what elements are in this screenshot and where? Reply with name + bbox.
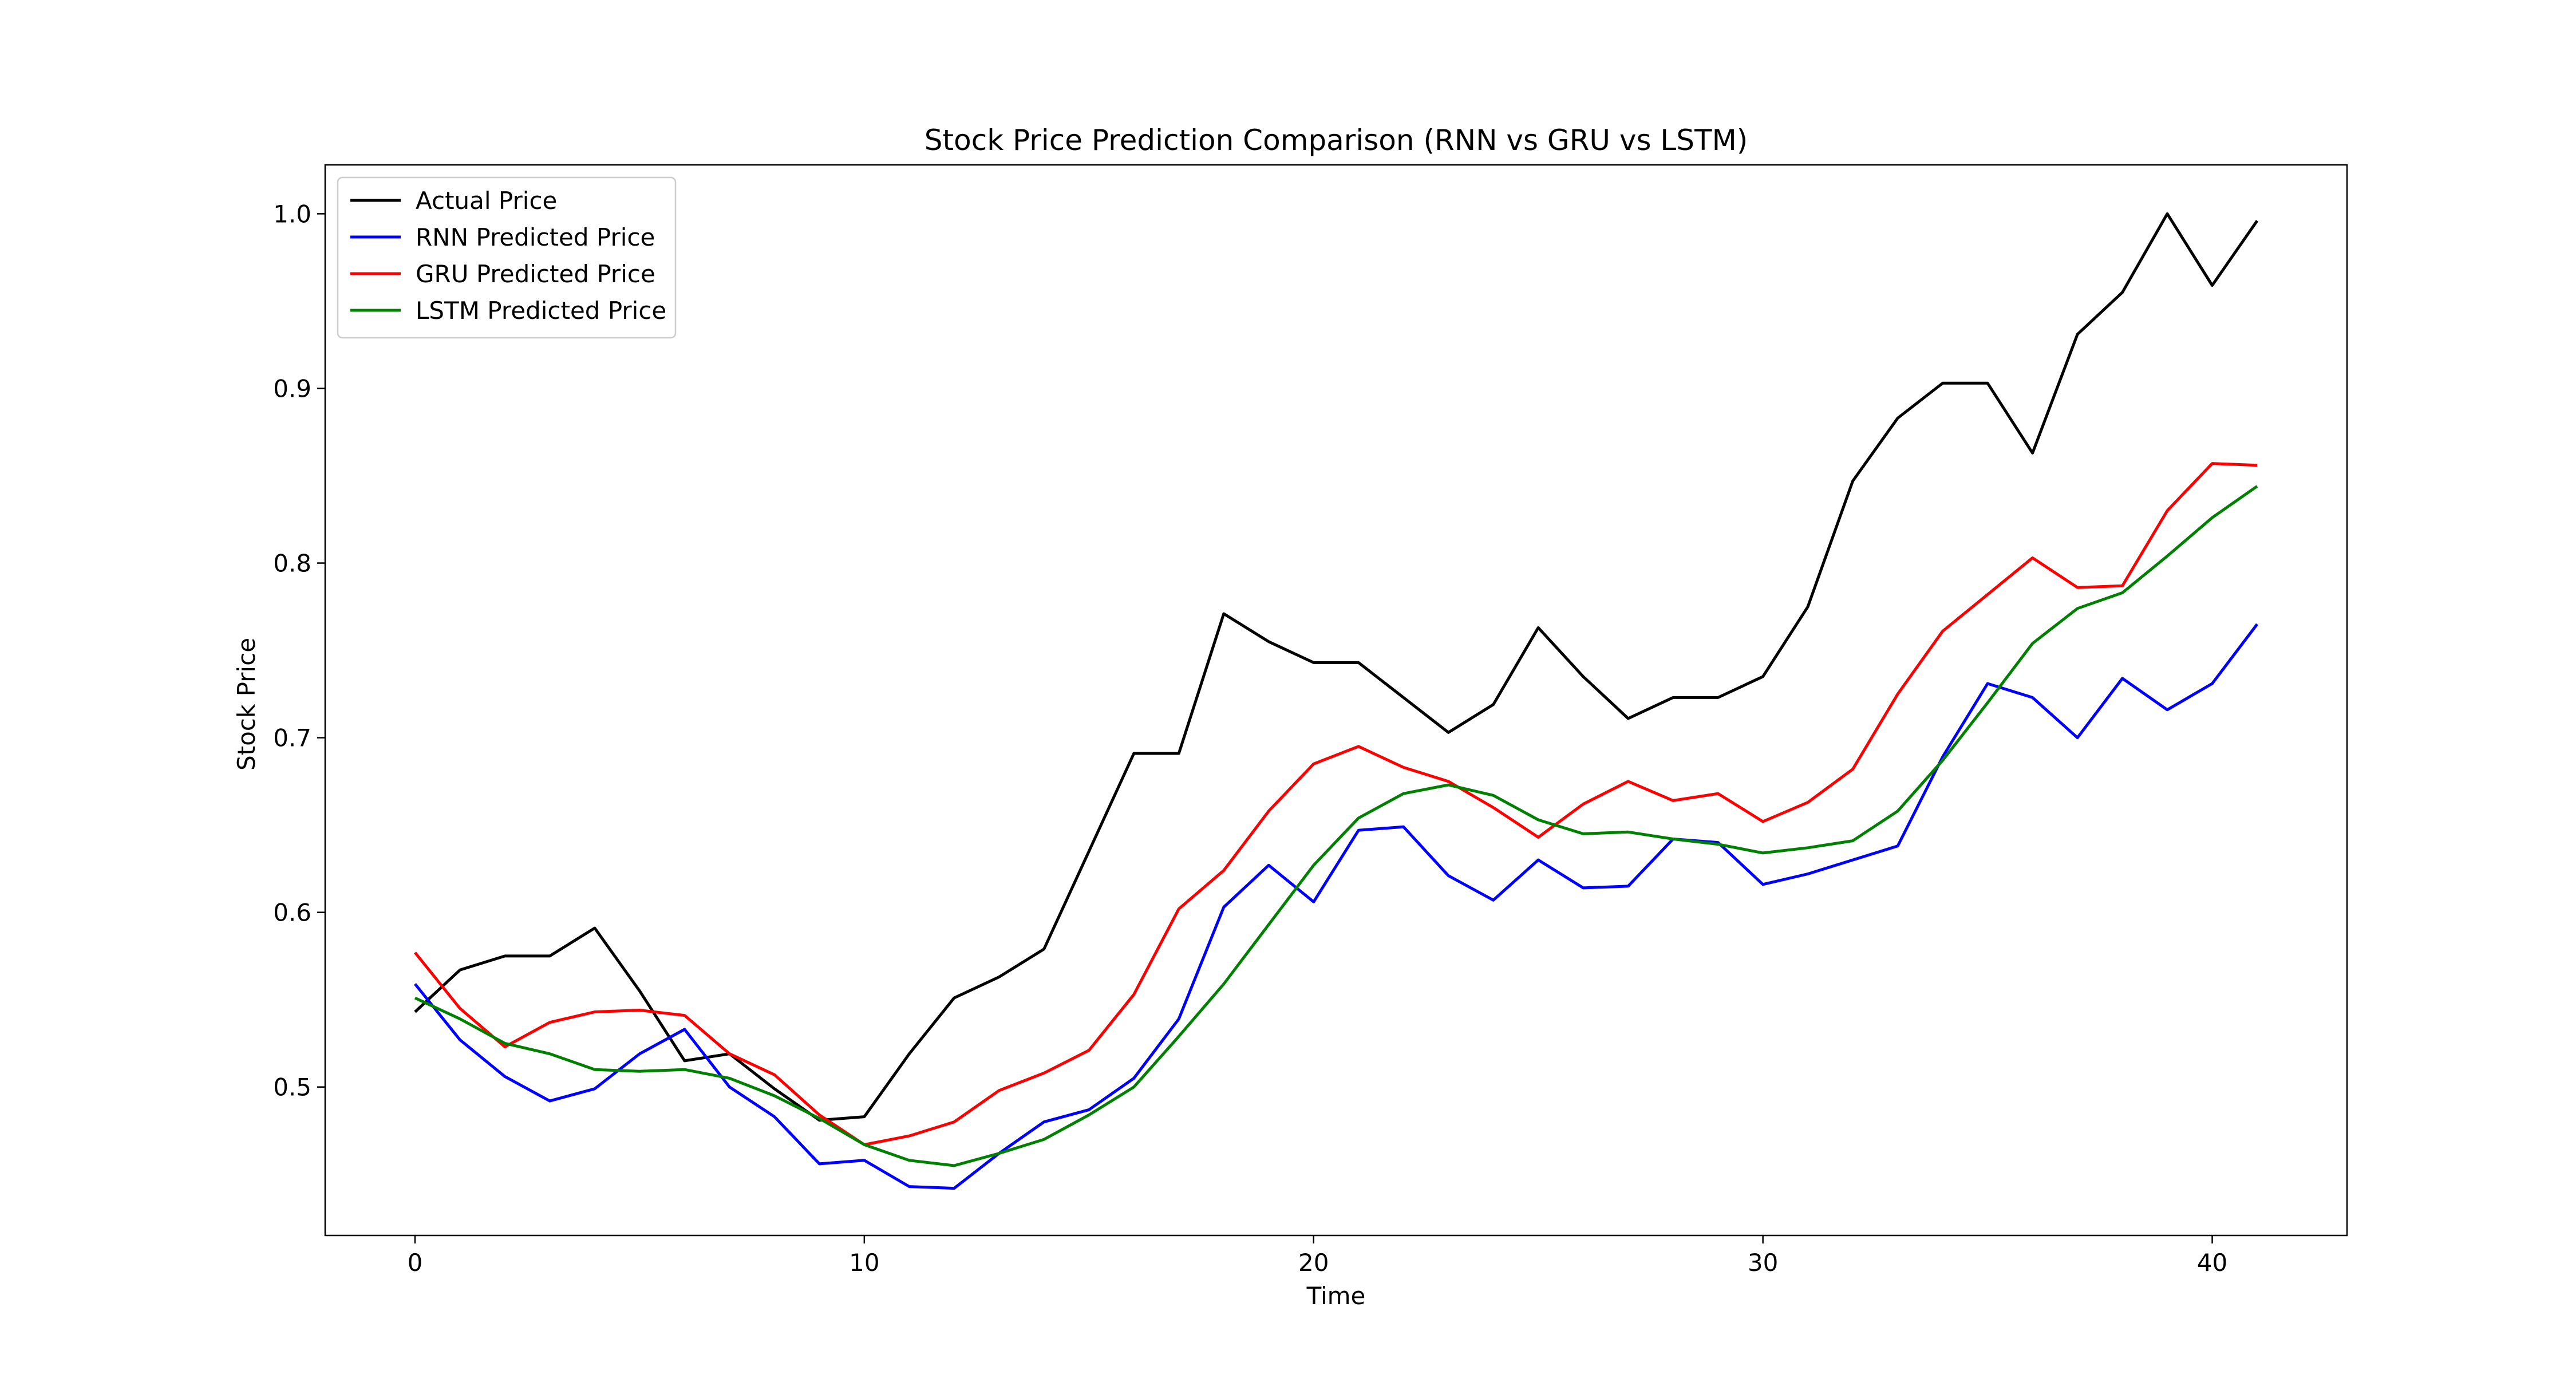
x-tick-label: 30 xyxy=(1748,1249,1778,1277)
plot-frame xyxy=(324,164,2348,1237)
y-tick-label: 0.8 xyxy=(273,550,311,578)
y-tick-label: 0.6 xyxy=(273,899,311,927)
x-axis-ticks: 0 10 20 30 40 xyxy=(408,1235,2227,1277)
chart-title: Stock Price Prediction Comparison (RNN v… xyxy=(924,124,1748,157)
y-tick-label: 1.0 xyxy=(273,200,311,228)
series-line-actual-price xyxy=(414,212,2259,1122)
x-tick-label: 0 xyxy=(408,1249,423,1277)
legend-entry-label: Actual Price xyxy=(416,187,557,215)
y-tick-label: 0.5 xyxy=(273,1073,311,1101)
series-lines xyxy=(414,212,2259,1190)
x-axis-label: Time xyxy=(1306,1282,1366,1310)
legend: Actual Price RNN Predicted Price GRU Predi… xyxy=(337,176,677,339)
y-tick-label: 0.9 xyxy=(273,374,311,402)
y-axis-label: Stock Price xyxy=(232,638,260,771)
legend-box xyxy=(337,176,677,339)
series-line-gru-predicted-price xyxy=(414,462,2258,1146)
series-line-lstm-predicted-price xyxy=(414,485,2258,1167)
x-tick-label: 40 xyxy=(2197,1249,2227,1277)
y-axis-ticks: 0.5 0.6 0.7 0.8 0.9 1.0 xyxy=(273,200,325,1101)
series-line-rnn-predicted-price xyxy=(414,623,2258,1190)
x-tick-label: 20 xyxy=(1298,1249,1329,1277)
x-tick-label: 10 xyxy=(849,1249,879,1277)
legend-entry-label: RNN Predicted Price xyxy=(416,223,655,251)
legend-entry-label: LSTM Predicted Price xyxy=(416,297,666,325)
legend-entry-label: GRU Predicted Price xyxy=(416,260,655,288)
y-tick-label: 0.7 xyxy=(273,724,311,752)
